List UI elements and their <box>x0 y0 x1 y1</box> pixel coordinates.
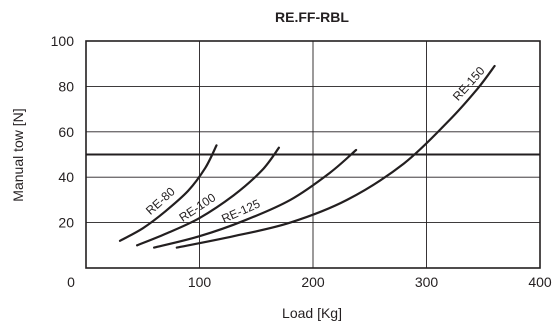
x-tick-label: 0 <box>67 274 75 290</box>
y-tick-label: 40 <box>58 169 74 185</box>
y-tick-label: 80 <box>58 78 74 94</box>
x-tick-label: 300 <box>415 274 439 290</box>
series-line-re-100 <box>136 146 280 247</box>
x-tick-label: 200 <box>301 274 325 290</box>
series-line-re-125 <box>153 148 358 249</box>
plot-frame <box>85 40 541 269</box>
series-line-re-80 <box>118 144 218 242</box>
y-tick-label: 20 <box>58 215 74 231</box>
tick-labels: 0 100 200 300 400 20 40 60 80 100 <box>51 33 552 290</box>
x-tick-label: 400 <box>528 274 552 290</box>
x-tick-label: 100 <box>188 274 212 290</box>
series-label-re-80: RE-80 <box>143 184 178 217</box>
grid <box>86 41 540 268</box>
y-axis-label: Manual tow [N] <box>10 108 26 201</box>
y-tick-label: 60 <box>58 124 74 140</box>
x-axis-label: Load [Kg] <box>282 305 342 321</box>
series-line-re-150 <box>175 64 496 249</box>
chart-title: RE.FF-RBL <box>275 9 349 25</box>
y-tick-label: 100 <box>51 33 75 49</box>
